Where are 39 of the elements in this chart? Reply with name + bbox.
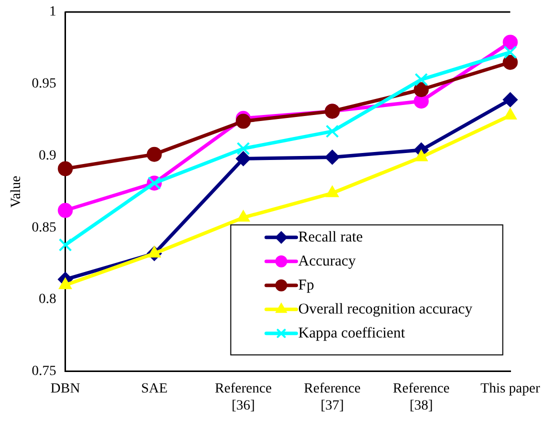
y-tick-label: 0.85	[32, 220, 56, 236]
legend-label: Kappa coefficient	[298, 325, 406, 342]
x-tick-label: Reference [36]	[214, 381, 272, 414]
point	[504, 46, 517, 59]
point	[504, 108, 517, 120]
point	[326, 124, 339, 138]
x-tick-label: This paper	[480, 381, 540, 396]
point	[502, 92, 518, 108]
x-tick-label: DBN	[50, 381, 80, 396]
y-tick-label: 0.8	[38, 292, 56, 308]
point	[236, 142, 250, 156]
point	[502, 54, 518, 70]
point	[414, 150, 428, 162]
x-tick-label: SAE	[141, 381, 168, 396]
point	[58, 278, 72, 290]
point	[236, 151, 251, 166]
y-tick-label: 0.75	[32, 364, 56, 380]
point	[324, 150, 340, 165]
point	[414, 72, 428, 86]
legend-label: Accuracy	[298, 253, 356, 270]
point	[502, 34, 518, 50]
y-tick-label: 0.95	[32, 76, 56, 92]
y-tick-label: 0.9	[38, 148, 56, 164]
y-tick-label: 1	[49, 4, 56, 20]
point	[58, 202, 73, 218]
x-tick-label: Reference [38]	[392, 381, 450, 414]
legend-label: Fp	[298, 277, 314, 294]
point	[236, 210, 250, 222]
legend-label: Overall recognition accuracy	[298, 301, 473, 318]
y-axis-title: Value	[9, 176, 24, 208]
point	[414, 82, 429, 98]
point	[146, 146, 162, 162]
x-tick-label: Reference [37]	[304, 381, 361, 414]
point	[236, 114, 251, 129]
legend-label: Recall rate	[298, 229, 364, 246]
point	[326, 186, 339, 198]
point	[58, 161, 73, 176]
point	[58, 238, 72, 252]
point	[148, 246, 161, 258]
